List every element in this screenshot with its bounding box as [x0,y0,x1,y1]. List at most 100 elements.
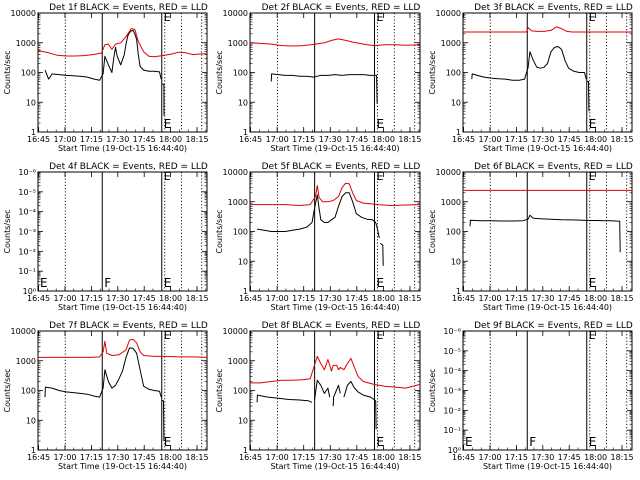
x-tick-label: 17:45 [558,453,581,462]
y-tick-label: 10 [451,257,461,266]
marker-top-label: E [164,11,171,24]
x-tick-label: 16:45 [452,294,475,303]
events-series-line [44,347,162,398]
y-axis-label: Counts/sec [428,50,437,94]
marker-top-label: E [589,11,596,24]
y-tick-label: 10 [26,416,36,425]
events-series-line [256,394,313,403]
x-tick-label: 18:15 [398,453,421,462]
chart-panel-6: Det 6f BLACK = Events, RED = LLD 1 10 100 10… [428,162,634,312]
x-axis-label: Start Time (19-Oct-15 16:44:40) [270,144,399,153]
x-tick-label: 18:00 [584,453,607,462]
y-tick-label: 10⁻⁵ [443,347,461,356]
panel-title: Det 2f BLACK = Events, RED = LLD [262,3,421,13]
x-tick-label: 16:45 [27,135,50,144]
lld-series-line [37,28,208,58]
x-tick-label: 17:30 [106,135,129,144]
y-tick-label: 10 [451,98,461,107]
marker-label: E [589,435,597,449]
y-tick-label: 10000 [223,9,248,18]
x-tick-label: 17:00 [478,135,501,144]
y-tick-label: 10 [26,98,36,107]
x-tick-label: 17:45 [558,294,581,303]
x-tick-label: 17:15 [292,453,315,462]
x-axis-label: Start Time (19-Oct-15 16:44:40) [58,303,187,312]
marker-label: F [104,276,111,290]
x-tick-label: 17:15 [505,294,528,303]
x-tick-label: 18:00 [372,135,395,144]
y-tick-label: 10 [238,416,248,425]
y-tick-label: 10⁻⁵ [18,188,36,197]
y-tick-label: 10⁻⁴ [18,208,36,217]
y-tick-label: 100 [446,228,461,237]
y-tick-label: 100 [233,228,248,237]
x-tick-label: 18:15 [398,294,421,303]
x-tick-label: 18:15 [185,453,208,462]
y-tick-label: 10000 [11,9,36,18]
y-axis-label: Counts/sec [215,50,224,94]
x-tick-label: 17:30 [106,453,129,462]
marker-label: E [164,276,172,290]
x-tick-label: 18:00 [584,135,607,144]
x-tick-label: 18:15 [610,135,633,144]
events-series-line [586,81,590,112]
panel-title: Det 9f BLACK = Events, RED = LLD [474,321,633,331]
x-tick-label: 17:15 [80,453,103,462]
x-tick-label: 17:45 [345,453,368,462]
marker-label: E [164,117,172,131]
panel-title: Det 4f BLACK = Events, RED = LLD [49,162,208,172]
plot-frame [249,330,421,451]
chart-panel-5: Det 5f BLACK = Events, RED = LLD 1 10 100 10… [215,162,421,312]
marker-top-label: E [376,11,383,24]
x-tick-label: 17:30 [531,135,554,144]
x-tick-label: 17:15 [80,294,103,303]
x-axis-label: Start Time (19-Oct-15 16:44:40) [270,303,399,312]
lld-series-line [250,182,421,206]
y-axis-label: Counts/sec [3,209,12,253]
events-series-line [343,381,377,430]
x-tick-label: 18:00 [159,135,182,144]
y-axis-label: Counts/sec [3,50,12,94]
marker-top-label: E [164,329,171,342]
y-tick-label: 1 [243,128,248,137]
marker-top-label: E [376,329,383,342]
x-tick-label: 17:00 [478,453,501,462]
marker-top-label: E [589,170,596,183]
x-tick-label: 17:00 [53,294,76,303]
x-tick-label: 17:30 [319,135,342,144]
plot-frame [37,330,208,451]
events-series-line [257,192,380,239]
marker-label: F [529,435,536,449]
x-tick-label: 17:00 [266,453,289,462]
x-tick-label: 18:15 [398,135,421,144]
y-tick-label: 10⁻⁶ [443,327,461,336]
y-tick-label: 10 [238,257,248,266]
events-series-line [161,400,165,442]
x-tick-label: 17:00 [53,135,76,144]
marker-label: E [376,435,384,449]
y-axis-label: Counts/sec [3,368,12,412]
y-tick-label: 1 [31,128,36,137]
x-tick-label: 17:00 [478,294,501,303]
y-tick-label: 1000 [16,357,36,366]
y-axis-label: Counts/sec [428,209,437,253]
marker-label: E [376,117,384,131]
y-tick-label: 10⁻⁶ [18,168,36,177]
events-series-line [379,242,384,266]
y-tick-label: 1000 [441,39,461,48]
panel-title: Det 1f BLACK = Events, RED = LLD [49,3,208,13]
y-tick-label: 10000 [436,9,461,18]
y-axis-label: Counts/sec [428,368,437,412]
y-tick-label: 10⁻³ [18,228,36,237]
x-tick-label: 18:00 [159,294,182,303]
x-axis-label: Start Time (19-Oct-15 16:44:40) [483,144,612,153]
y-tick-label: 1000 [441,198,461,207]
x-tick-label: 17:45 [345,135,368,144]
marker-label: E [376,276,384,290]
y-tick-label: 10⁻² [443,406,461,415]
lld-series-line [249,38,421,47]
x-tick-label: 16:45 [239,294,262,303]
y-tick-label: 10000 [223,168,248,177]
x-tick-label: 17:30 [319,294,342,303]
